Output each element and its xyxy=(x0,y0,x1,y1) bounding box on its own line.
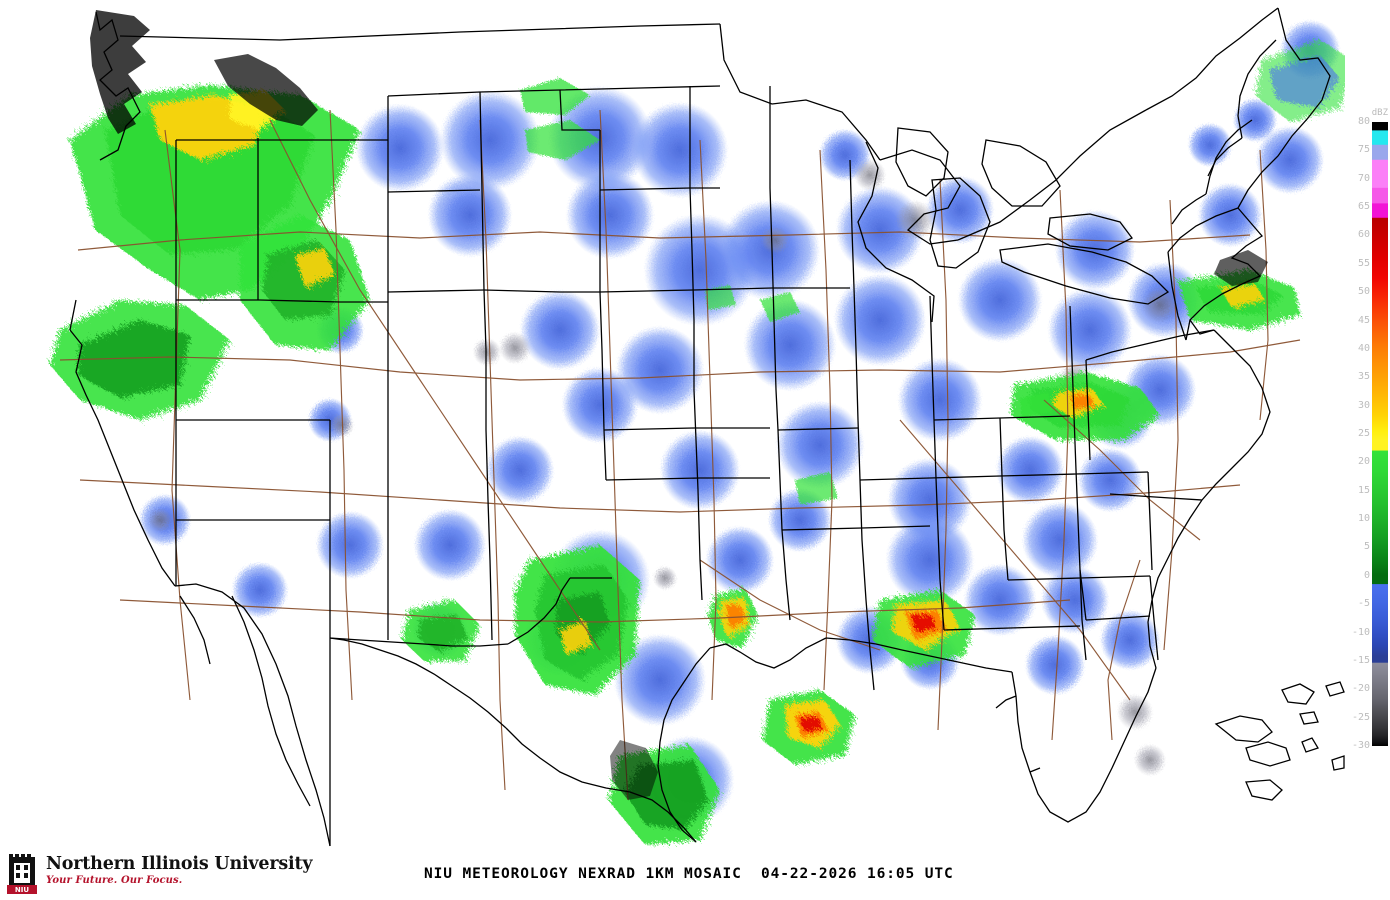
geography-layer xyxy=(69,7,1345,847)
radar-map-svg xyxy=(50,7,1345,847)
legend-tick: 75 xyxy=(1357,144,1370,156)
legend-tick: 80 xyxy=(1357,116,1370,127)
legend-tick: 30 xyxy=(1357,399,1370,411)
scattered-echoes xyxy=(520,78,1052,505)
legend-tick: -5 xyxy=(1357,598,1370,610)
legend-tick: 25 xyxy=(1357,428,1370,439)
legend-tick: -25 xyxy=(1351,711,1370,723)
legend-tick: 70 xyxy=(1357,172,1370,184)
legend-color-bar xyxy=(1372,122,1388,746)
northeast-offshore-precip xyxy=(1255,40,1345,122)
map-caption: NIU METEOROLOGY NEXRAD 1KM MOSAIC 04-22-… xyxy=(424,866,954,882)
university-name: Northern Illinois University xyxy=(46,854,313,874)
pacific-northwest-precip xyxy=(50,85,370,420)
legend-tick: 45 xyxy=(1357,314,1370,326)
legend-tick: -20 xyxy=(1351,683,1370,695)
legend-tick: 5 xyxy=(1363,541,1370,553)
highway-layer xyxy=(59,109,1301,801)
niu-wordmark: Northern Illinois University Your Future… xyxy=(46,851,313,887)
coast-shading xyxy=(90,10,1268,800)
legend-tick: 60 xyxy=(1357,229,1370,241)
legend-tick: 40 xyxy=(1357,342,1370,354)
legend-tick: 20 xyxy=(1357,456,1370,468)
legend-tick: 15 xyxy=(1357,484,1370,496)
legend-title: dBZ xyxy=(1371,108,1388,118)
legend-tick: -10 xyxy=(1351,626,1370,638)
legend-tick: 55 xyxy=(1357,257,1370,269)
niu-tower-icon: NIU xyxy=(5,851,39,895)
legend-tick: 65 xyxy=(1357,201,1370,213)
niu-logo: NIU Northern Illinois University Your Fu… xyxy=(5,851,312,897)
dbz-color-scale: dBZ 80 75 70 65 60 55 50 45 40 35 30 25 20 15 10 5 0 -5 -1… xyxy=(1340,108,1390,758)
legend-tick: -30 xyxy=(1351,740,1370,751)
legend-tick: 50 xyxy=(1357,286,1370,298)
radar-echo-layer xyxy=(50,20,1345,845)
legend-tick: 10 xyxy=(1357,513,1370,525)
legend-tick: 0 xyxy=(1363,569,1370,581)
university-tagline: Your Future. Our Focus. xyxy=(46,875,183,887)
radar-map-canvas[interactable] xyxy=(0,0,1345,900)
legend-tick: 35 xyxy=(1357,371,1370,383)
svg-text:NIU: NIU xyxy=(15,886,29,894)
legend-tick: -15 xyxy=(1351,654,1370,666)
